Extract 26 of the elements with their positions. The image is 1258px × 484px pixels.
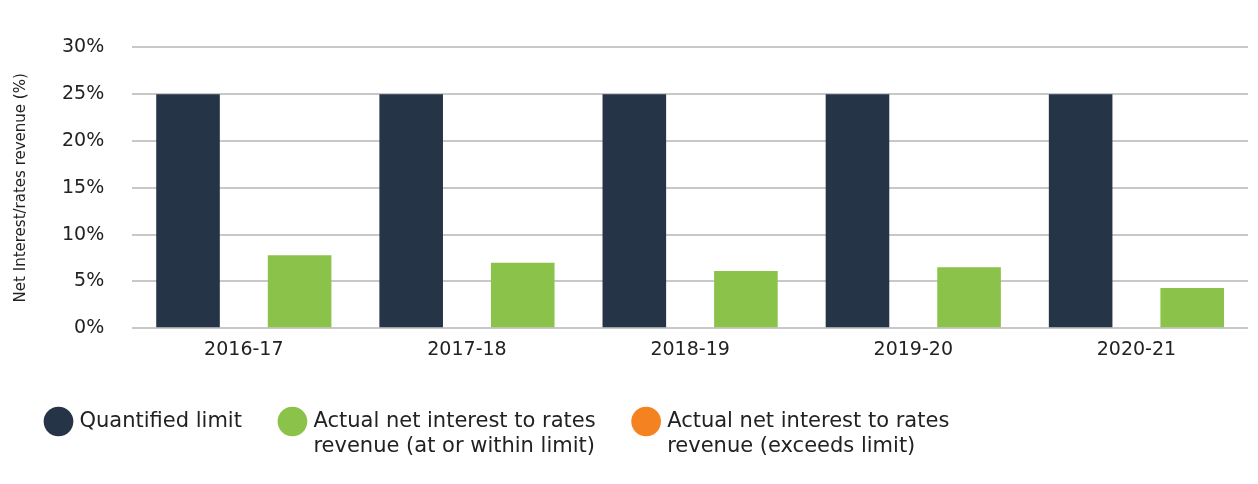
x-tick-label: 2020-21 bbox=[1096, 336, 1177, 359]
bar bbox=[1048, 94, 1113, 328]
bar bbox=[379, 94, 443, 328]
x-tick-label: 2016-17 bbox=[204, 336, 284, 359]
bar bbox=[825, 94, 890, 328]
bar bbox=[602, 94, 667, 328]
y-tick-label: 0% bbox=[74, 315, 105, 338]
y-tick-label: 15% bbox=[62, 174, 105, 197]
bar bbox=[267, 255, 332, 328]
y-tick-label: 25% bbox=[62, 81, 105, 104]
bar bbox=[1160, 287, 1225, 328]
x-tick-label: 2019-20 bbox=[873, 336, 953, 359]
legend-label: Quantified limit bbox=[79, 407, 242, 432]
y-tick-label: 20% bbox=[62, 127, 105, 150]
bar bbox=[156, 94, 220, 328]
y-tick-label: 30% bbox=[62, 34, 105, 57]
y-axis-title: Net Interest/rates revenue (%) bbox=[10, 73, 29, 303]
bar bbox=[937, 267, 1001, 328]
y-tick-label: 10% bbox=[62, 221, 105, 244]
legend-label: Actual net interest to rates revenue (at or within limit) bbox=[313, 407, 596, 458]
bar bbox=[490, 262, 555, 328]
legend-label: Actual net interest to rates revenue (exceeds limit) bbox=[667, 407, 950, 458]
y-tick-label: 5% bbox=[74, 268, 105, 291]
bar bbox=[714, 271, 778, 328]
x-tick-label: 2018-19 bbox=[650, 336, 730, 359]
x-tick-label: 2017-18 bbox=[427, 336, 507, 359]
